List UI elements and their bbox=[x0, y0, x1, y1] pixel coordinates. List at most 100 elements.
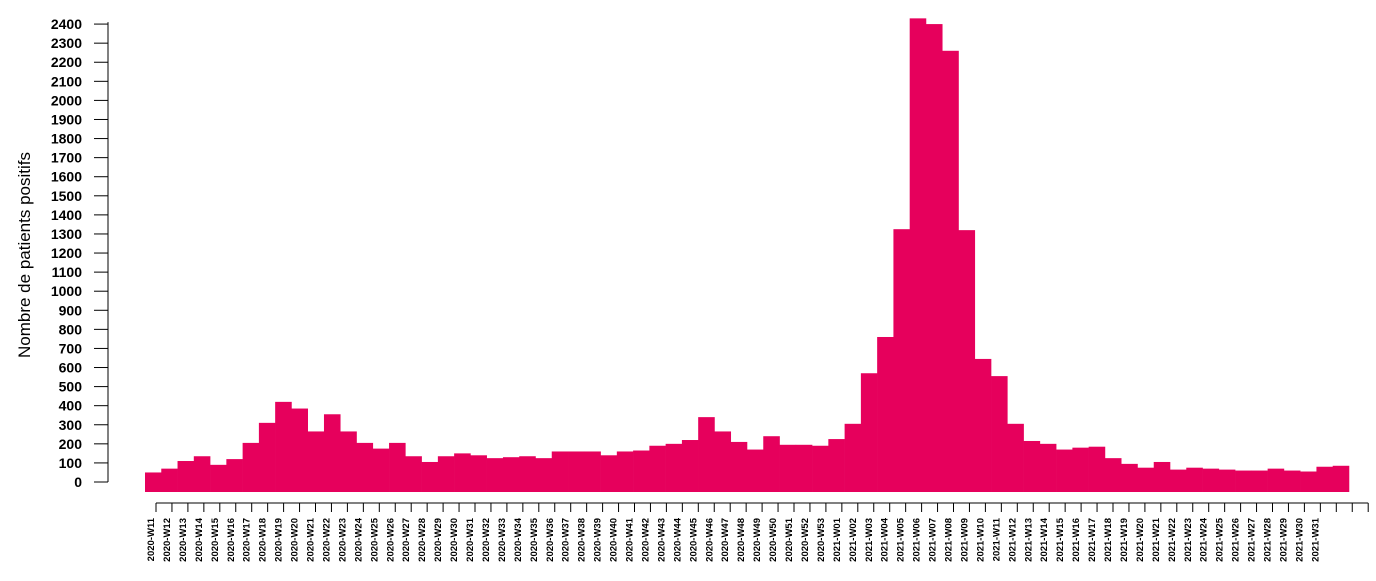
y-tick-label: 100 bbox=[59, 455, 83, 471]
bar-2021-W07 bbox=[942, 50, 959, 492]
bar-2021-W12 bbox=[1023, 440, 1041, 492]
x-tick-label: 2020-W35 bbox=[529, 517, 540, 562]
x-tick-label: 2021-W09 bbox=[959, 518, 970, 562]
x-tick-label: 2021-W07 bbox=[928, 518, 939, 562]
bar-2020-W51 bbox=[795, 444, 813, 492]
x-tick-label: 2020-W21 bbox=[306, 517, 317, 562]
bar-2021-W09 bbox=[974, 358, 992, 492]
x-tick-label: 2021-W18 bbox=[1103, 518, 1114, 562]
x-tick-label: 2020-W27 bbox=[401, 518, 412, 562]
x-tick-label: 2020-W50 bbox=[768, 518, 779, 562]
bar-2021-W16 bbox=[1088, 446, 1106, 492]
y-tick-label: 300 bbox=[59, 417, 83, 433]
x-tick-label: 2020-W15 bbox=[210, 517, 221, 562]
bar-2021-W20 bbox=[1153, 461, 1171, 492]
x-tick-label: 2021-W05 bbox=[896, 517, 907, 562]
bar-2020-W15 bbox=[210, 464, 227, 492]
x-tick-label: 2021-W13 bbox=[1023, 518, 1034, 562]
y-tick-label: 900 bbox=[59, 302, 83, 318]
y-tick-label: 200 bbox=[59, 436, 83, 452]
y-tick-label: 500 bbox=[59, 379, 83, 395]
y-tick-label: 0 bbox=[74, 474, 82, 490]
y-tick-label: 1100 bbox=[52, 264, 83, 280]
x-tick-label: 2021-W10 bbox=[975, 518, 986, 562]
y-tick-label: 700 bbox=[59, 340, 83, 356]
bar-2020-W22 bbox=[323, 414, 341, 492]
y-tick-label: 1200 bbox=[51, 245, 82, 261]
bar-2020-W17 bbox=[242, 442, 260, 492]
bar-2020-W32 bbox=[486, 458, 504, 492]
y-tick-label: 2400 bbox=[51, 16, 82, 32]
bar-2020-W47 bbox=[730, 441, 748, 492]
x-tick-label: 2020-W43 bbox=[656, 518, 667, 562]
x-tick-label: 2020-W49 bbox=[752, 518, 763, 562]
x-tick-label: 2020-W51 bbox=[784, 517, 795, 562]
bar-2020-W31 bbox=[470, 455, 487, 492]
bar-2021-W28 bbox=[1283, 470, 1301, 492]
x-tick-label: 2020-W14 bbox=[194, 517, 205, 562]
x-tick-label: 2020-W17 bbox=[242, 518, 253, 562]
x-tick-label: 2021-W08 bbox=[944, 518, 955, 562]
x-tick-label: 2021-W12 bbox=[1007, 518, 1018, 562]
x-tick-label: 2020-W44 bbox=[672, 517, 683, 562]
y-tick-label: 400 bbox=[59, 398, 83, 414]
x-tick-label: 2021-W22 bbox=[1167, 518, 1178, 562]
x-tick-label: 2020-W22 bbox=[321, 518, 332, 562]
bar-2020-W24 bbox=[356, 442, 374, 492]
bar-2020-W27 bbox=[405, 456, 422, 492]
bar-2020-W11 bbox=[145, 472, 162, 492]
bar-2020-W34 bbox=[519, 456, 536, 492]
y-tick-label: 2100 bbox=[51, 73, 82, 89]
bars-group bbox=[145, 18, 1350, 493]
bar-2020-W35 bbox=[535, 458, 553, 492]
x-tick-label: 2021-W01 bbox=[832, 517, 843, 562]
bar-2020-W26 bbox=[389, 442, 406, 492]
y-tick-label: 1300 bbox=[51, 226, 82, 242]
x-tick-label: 2021-W15 bbox=[1055, 517, 1066, 562]
y-tick-label: 1500 bbox=[51, 188, 82, 204]
x-tick-label: 2020-W32 bbox=[481, 518, 492, 562]
x-tick-label: 2021-W02 bbox=[848, 518, 859, 562]
x-tick-label: 2020-W12 bbox=[162, 518, 173, 562]
x-tick-label: 2021-W16 bbox=[1071, 518, 1082, 562]
x-tick-label: 2020-W52 bbox=[800, 518, 811, 562]
x-tick-label: 2020-W28 bbox=[417, 518, 428, 562]
x-tick-label: 2021-W17 bbox=[1087, 518, 1098, 562]
bar-2021-W23 bbox=[1202, 468, 1220, 492]
bar-2021-W22 bbox=[1186, 467, 1203, 492]
x-tick-label: 2020-W11 bbox=[146, 517, 157, 561]
x-tick-label: 2021-W26 bbox=[1231, 518, 1242, 562]
bar-2021-W15 bbox=[1072, 447, 1089, 492]
bar-2020-W40 bbox=[616, 451, 634, 492]
bar-2021-W04 bbox=[893, 229, 910, 492]
y-tick-label: 1000 bbox=[51, 283, 82, 299]
bar-2021-W17 bbox=[1104, 458, 1122, 492]
x-tick-label: 2020-W31 bbox=[465, 517, 476, 562]
x-tick-label: 2020-W36 bbox=[545, 518, 556, 562]
x-tick-label: 2021-W04 bbox=[880, 517, 891, 562]
y-tick-label: 1700 bbox=[51, 150, 82, 166]
x-tick-label: 2020-W24 bbox=[353, 517, 364, 562]
x-tick-label: 2021-W27 bbox=[1247, 518, 1258, 562]
x-tick-label: 2020-W30 bbox=[449, 518, 460, 562]
y-tick-label: 1900 bbox=[51, 111, 82, 127]
bar-2021-W08 bbox=[958, 230, 976, 492]
bar-2021-W18 bbox=[1121, 463, 1138, 492]
bar-2020-W50 bbox=[779, 444, 797, 492]
bar-2020-W41 bbox=[633, 450, 650, 492]
bar-2021-W05 bbox=[909, 18, 927, 493]
bar-2020-W23 bbox=[340, 431, 357, 492]
bar-2020-W18 bbox=[258, 422, 276, 492]
bar-2021-W30 bbox=[1316, 466, 1334, 492]
x-tick-label: 2021-W23 bbox=[1183, 518, 1194, 562]
bar-2020-W52 bbox=[812, 445, 829, 492]
x-tick-label: 2020-W37 bbox=[561, 518, 572, 562]
bar-2020-W28 bbox=[421, 461, 439, 492]
bar-2021-W25 bbox=[1235, 470, 1252, 492]
x-tick-label: 2020-W29 bbox=[433, 518, 444, 562]
bar-2021-W03 bbox=[877, 336, 894, 492]
x-tick-label: 2020-W48 bbox=[736, 518, 747, 562]
x-tick-label: 2020-W26 bbox=[385, 518, 396, 562]
y-tick-label: 600 bbox=[59, 360, 83, 376]
